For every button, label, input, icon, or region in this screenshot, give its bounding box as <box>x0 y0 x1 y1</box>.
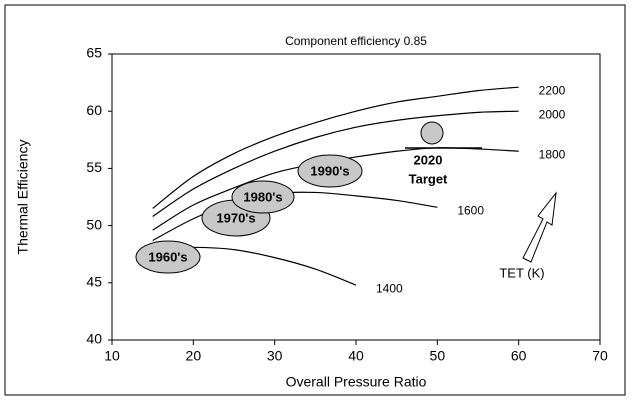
annotation: 1980's <box>243 189 282 204</box>
x-tick-label: 50 <box>430 348 446 364</box>
x-tick-label: 10 <box>104 348 120 364</box>
annotation: 1970's <box>216 210 255 225</box>
series-label: 1800 <box>539 147 566 161</box>
x-tick-label: 70 <box>592 348 608 364</box>
annotation: TET (K) <box>499 265 544 280</box>
y-tick-label: 55 <box>86 159 102 175</box>
annotation: 1960's <box>148 249 187 264</box>
series-label: 2200 <box>539 83 566 97</box>
era-ellipse <box>297 154 363 188</box>
y-tick-label: 40 <box>86 331 102 347</box>
x-tick-label: 20 <box>186 348 202 364</box>
annotation: Target <box>409 171 448 186</box>
era-ellipse <box>231 180 295 214</box>
x-tick-label: 60 <box>511 348 527 364</box>
y-tick-label: 50 <box>86 216 102 232</box>
y-tick-label: 65 <box>86 45 102 61</box>
series-label: 1400 <box>376 281 403 295</box>
annotation: 1990's <box>310 163 349 178</box>
x-axis-label: Overall Pressure Ratio <box>286 374 427 390</box>
era-ellipse <box>135 240 201 274</box>
annotation: 2020 <box>414 152 443 167</box>
x-tick-label: 40 <box>348 348 364 364</box>
arrow <box>522 191 557 263</box>
curve <box>152 191 438 242</box>
frame <box>4 4 626 396</box>
series-label: 2000 <box>539 107 566 121</box>
y-tick-label: 60 <box>86 102 102 118</box>
chart-title: Component efficiency 0.85 <box>285 34 427 48</box>
y-tick-label: 45 <box>86 274 102 290</box>
x-tick-label: 30 <box>267 348 283 364</box>
target-marker <box>420 121 444 145</box>
curve <box>152 110 519 217</box>
curve <box>152 86 519 209</box>
series-label: 1600 <box>457 203 484 217</box>
y-axis-label: Thermal Efficiency <box>15 140 31 255</box>
